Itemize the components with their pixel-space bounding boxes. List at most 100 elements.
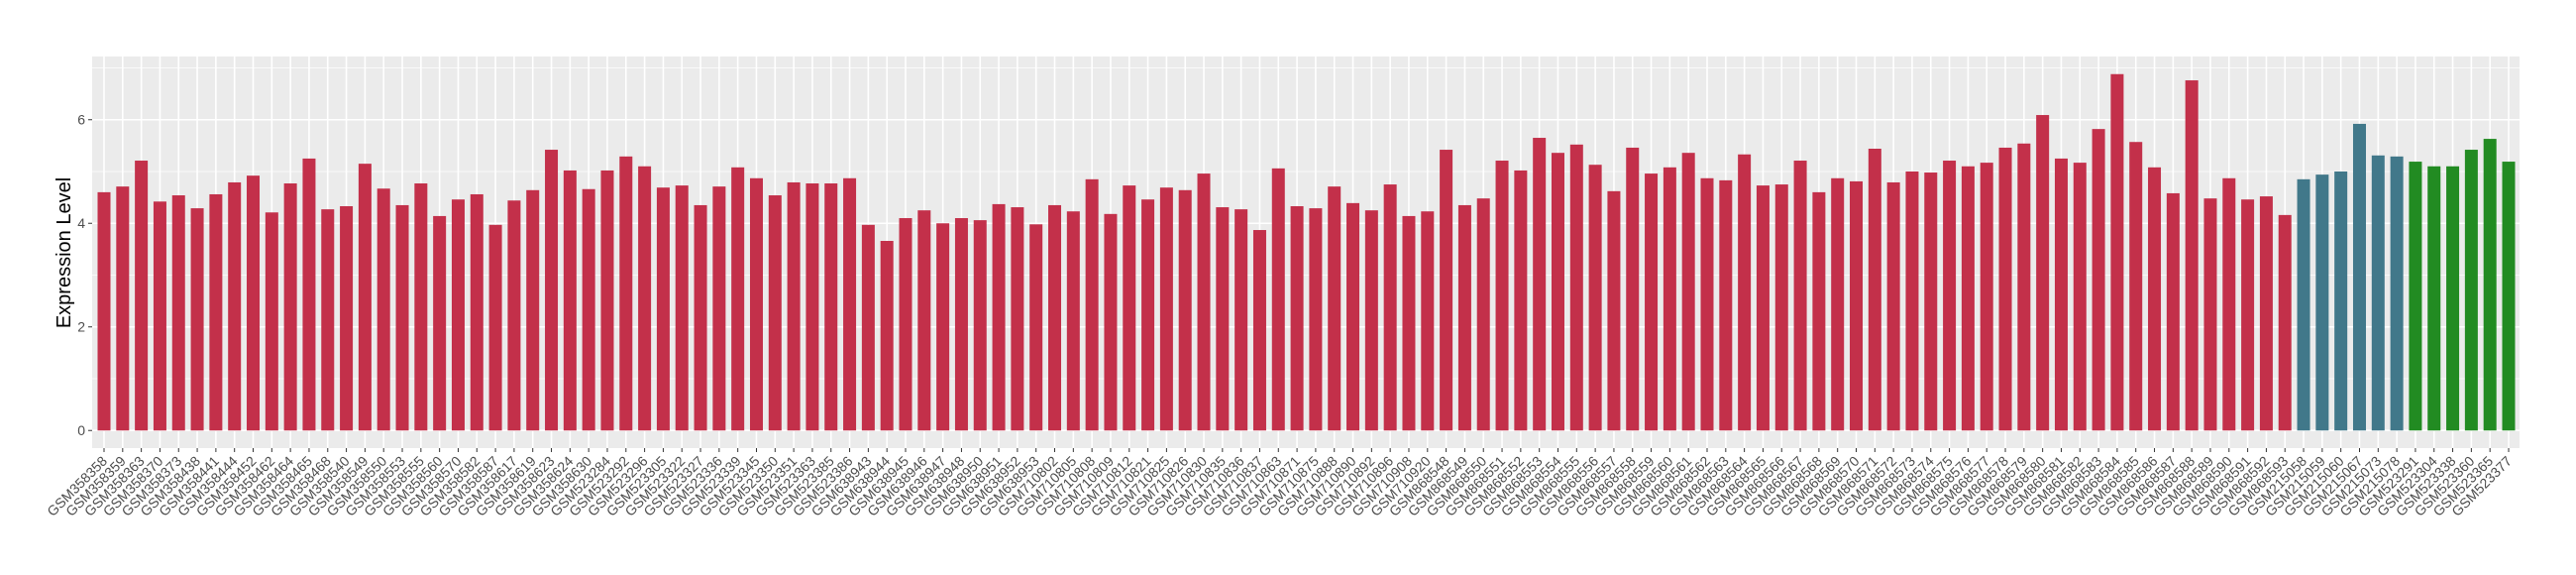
bar-GSM868558 (1626, 147, 1640, 431)
bar-GSM710890 (1346, 202, 1360, 431)
bar-GSM638951 (992, 203, 1006, 431)
bar-GSM710830 (1197, 173, 1211, 431)
bar-GSM868552 (1514, 170, 1528, 431)
bar-GSM710808 (1085, 178, 1099, 431)
bar-GSM868585 (2129, 142, 2143, 431)
bar-GSM868583 (2092, 129, 2105, 431)
bar-GSM358619 (526, 189, 540, 431)
bar-GSM523385 (824, 183, 838, 431)
bar-GSM358540 (340, 205, 354, 431)
bar-GSM523304 (2427, 166, 2441, 431)
bar-GSM358373 (171, 195, 185, 431)
bar-GSM868556 (1588, 165, 1602, 431)
bar-GSM358623 (545, 150, 559, 431)
bar-GSM868574 (1924, 172, 1938, 431)
y-axis: 0 2 4 6 (77, 112, 92, 438)
bar-GSM215078 (2390, 156, 2404, 431)
bar-GSM868557 (1607, 190, 1621, 431)
bar-GSM358617 (507, 200, 521, 431)
bar-GSM358560 (433, 215, 447, 431)
bar-GSM710835 (1216, 207, 1230, 431)
bar-GSM868561 (1681, 153, 1695, 431)
bar-GSM523291 (2409, 162, 2422, 431)
bar-GSM523327 (694, 204, 707, 431)
bar-GSM710825 (1159, 187, 1173, 431)
bar-GSM358549 (358, 164, 372, 431)
bar-GSM868554 (1551, 153, 1564, 431)
bar-GSM868578 (1998, 147, 2012, 431)
y-tick-label: 4 (77, 215, 85, 231)
bar-GSM523338 (2446, 166, 2460, 431)
bar-GSM868570 (1850, 180, 1864, 431)
bar-GSM523322 (675, 185, 689, 431)
bar-GSM638944 (880, 241, 894, 431)
bar-GSM868573 (1905, 171, 1919, 431)
bar-GSM710802 (1048, 204, 1062, 431)
bar-GSM523377 (2502, 162, 2516, 431)
bar-GSM868576 (1961, 166, 1975, 431)
bar-GSM868579 (2017, 143, 2031, 431)
bar-GSM868567 (1793, 161, 1807, 431)
bar-GSM868572 (1886, 181, 1900, 431)
bar-GSM358441 (209, 193, 223, 431)
bar-GSM358438 (190, 208, 204, 431)
bar-GSM868588 (2185, 80, 2199, 431)
bar-GSM868592 (2259, 196, 2273, 431)
bar-GSM868569 (1831, 177, 1845, 431)
bar-GSM358370 (153, 201, 166, 431)
bar-GSM868549 (1457, 204, 1471, 431)
bar-GSM868575 (1943, 161, 1957, 431)
bar-GSM868582 (2073, 163, 2087, 431)
bar-GSM868548 (1440, 150, 1453, 431)
y-tick-label: 0 (77, 422, 85, 438)
bar-GSM523386 (843, 177, 857, 431)
bar-GSM710888 (1328, 186, 1342, 431)
bar-GSM523363 (805, 183, 819, 431)
bar-GSM638948 (954, 218, 968, 431)
bar-GSM710920 (1421, 211, 1435, 431)
bar-GSM710875 (1309, 208, 1323, 431)
bar-GSM358582 (470, 193, 483, 431)
bar-GSM868593 (2278, 214, 2292, 431)
y-tick-label: 2 (77, 319, 85, 335)
bar-GSM523305 (656, 187, 670, 431)
bar-GSM358444 (228, 181, 242, 431)
bar-GSM868590 (2222, 177, 2236, 431)
bar-GSM868564 (1738, 154, 1752, 431)
bar-GSM710821 (1141, 199, 1155, 431)
bar-GSM523350 (768, 195, 782, 431)
bars (97, 73, 2516, 431)
bar-GSM523292 (619, 156, 633, 431)
bar-GSM358359 (116, 186, 130, 431)
bar-GSM638946 (917, 210, 931, 431)
bar-GSM358570 (451, 199, 465, 431)
bar-GSM868568 (1812, 191, 1826, 431)
bar-GSM358465 (302, 158, 316, 431)
bar-GSM523351 (787, 181, 801, 431)
bar-GSM868566 (1774, 184, 1788, 431)
bar-GSM358464 (283, 183, 297, 431)
bar-GSM358624 (563, 170, 577, 431)
bar-GSM358630 (582, 188, 595, 431)
bar-GSM868577 (1980, 163, 1993, 431)
bar-GSM523336 (712, 186, 726, 431)
y-tick-label: 6 (77, 112, 85, 128)
bar-GSM358358 (97, 191, 111, 431)
bar-GSM358553 (395, 204, 409, 431)
bar-GSM710809 (1104, 213, 1118, 431)
bar-GSM868550 (1476, 198, 1490, 431)
bar-GSM868586 (2148, 167, 2162, 431)
bar-GSM710836 (1234, 209, 1248, 431)
bar-GSM358452 (247, 175, 261, 431)
bar-GSM868553 (1533, 138, 1547, 431)
bar-GSM868565 (1756, 185, 1770, 431)
bar-GSM868580 (2036, 115, 2050, 431)
bar-GSM710863 (1271, 168, 1285, 431)
bar-GSM215067 (2352, 123, 2366, 431)
bar-GSM710826 (1178, 189, 1192, 431)
bar-GSM868563 (1719, 179, 1733, 431)
bar-GSM638952 (1011, 207, 1024, 431)
bar-GSM710892 (1364, 210, 1378, 431)
bar-GSM638953 (1029, 224, 1043, 431)
